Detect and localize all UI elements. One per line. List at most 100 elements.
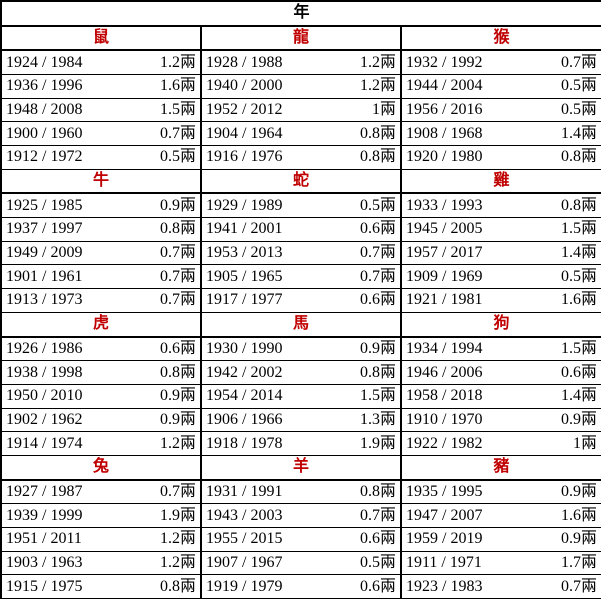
year-pair: 1901 / 1961 — [0, 264, 131, 290]
animal-name: 雞 — [399, 168, 601, 195]
animal-row: 牛蛇雞 — [0, 168, 601, 195]
animal-name: 猴 — [399, 25, 601, 52]
weight: 1兩 — [532, 431, 601, 456]
weight: 1.6兩 — [532, 288, 601, 313]
data-row: 1936 / 1996 1.6兩 1940 / 2000 1.2兩 1944 / 200… — [0, 74, 601, 99]
animal-name: 馬 — [200, 311, 401, 338]
weight: 0.9兩 — [331, 336, 401, 362]
weight: 0.7兩 — [131, 479, 201, 505]
animal-name: 蛇 — [200, 168, 401, 195]
year-pair: 1947 / 2007 — [400, 503, 532, 528]
year-pair: 1911 / 1971 — [400, 550, 532, 576]
animal-row: 兔羊豬 — [0, 454, 601, 481]
year-pair: 1928 / 1988 — [200, 49, 331, 76]
data-row: 1913 / 1973 0.7兩 1917 / 1977 0.6兩 1921 / 198… — [0, 288, 601, 313]
weight: 1.2兩 — [331, 49, 401, 76]
year-pair: 1943 / 2003 — [200, 503, 331, 528]
weight: 0.5兩 — [131, 145, 201, 170]
year-pair: 1957 / 2017 — [400, 240, 532, 266]
weight: 0.9兩 — [532, 479, 601, 505]
year-pair: 1919 / 1979 — [200, 574, 331, 599]
weight: 1.5兩 — [532, 336, 601, 362]
year-pair: 1958 / 2018 — [400, 383, 532, 409]
weight: 1.4兩 — [532, 383, 601, 409]
weight: 1.4兩 — [532, 121, 601, 147]
animal-name: 狗 — [399, 311, 601, 338]
year-pair: 1909 / 1969 — [400, 264, 532, 290]
weight: 0.6兩 — [331, 288, 401, 313]
year-pair: 1948 / 2008 — [0, 97, 131, 123]
year-pair: 1908 / 1968 — [400, 121, 532, 147]
data-row: 1926 / 1986 0.6兩 1930 / 1990 0.9兩 1934 / 199… — [0, 336, 601, 362]
year-pair: 1920 / 1980 — [400, 145, 532, 170]
weight: 0.7兩 — [532, 574, 601, 599]
year-pair: 1940 / 2000 — [200, 74, 331, 99]
weight: 0.7兩 — [331, 264, 401, 290]
title-row: 年 — [0, 0, 601, 27]
data-row: 1914 / 1974 1.2兩 1918 / 1978 1.9兩 1922 / 198… — [0, 431, 601, 456]
data-row: 1949 / 2009 0.7兩 1953 / 2013 0.7兩 1957 / 201… — [0, 240, 601, 266]
year-pair: 1935 / 1995 — [400, 479, 532, 505]
year-pair: 1933 / 1993 — [400, 192, 532, 219]
data-row: 1951 / 2011 1.2兩 1955 / 2015 0.6兩 1959 / 201… — [0, 526, 601, 552]
year-pair: 1931 / 1991 — [200, 479, 331, 505]
weight: 0.7兩 — [131, 288, 201, 313]
weight: 1.2兩 — [131, 550, 201, 576]
year-pair: 1934 / 1994 — [400, 336, 532, 362]
year-pair: 1926 / 1986 — [0, 336, 131, 362]
weight: 1.7兩 — [532, 550, 601, 576]
weight: 0.6兩 — [331, 217, 401, 242]
year-pair: 1917 / 1977 — [200, 288, 331, 313]
year-pair: 1951 / 2011 — [0, 526, 131, 552]
weight: 1.3兩 — [331, 407, 401, 433]
weight: 0.5兩 — [532, 97, 601, 123]
weight: 0.9兩 — [532, 407, 601, 433]
weight: 0.5兩 — [532, 74, 601, 99]
data-row: 1937 / 1997 0.8兩 1941 / 2001 0.6兩 1945 / 200… — [0, 217, 601, 242]
data-row: 1902 / 1962 0.9兩 1906 / 1966 1.3兩 1910 / 197… — [0, 407, 601, 433]
weight: 1.6兩 — [532, 503, 601, 528]
animal-name: 豬 — [399, 454, 601, 481]
year-pair: 1956 / 2016 — [400, 97, 532, 123]
weight: 1.4兩 — [532, 240, 601, 266]
year-pair: 1913 / 1973 — [0, 288, 131, 313]
weight: 1.9兩 — [131, 503, 201, 528]
year-pair: 1907 / 1967 — [200, 550, 331, 576]
data-row: 1948 / 2008 1.5兩 1952 / 2012 1兩 1956 / 2016 0… — [0, 97, 601, 123]
data-row: 1903 / 1963 1.2兩 1907 / 1967 0.5兩 1911 / 197… — [0, 550, 601, 576]
weight: 0.8兩 — [331, 360, 401, 385]
weight: 1.2兩 — [131, 49, 201, 76]
weight: 1.9兩 — [331, 431, 401, 456]
year-pair: 1921 / 1981 — [400, 288, 532, 313]
data-row: 1927 / 1987 0.7兩 1931 / 1991 0.8兩 1935 / 199… — [0, 479, 601, 505]
weight: 0.8兩 — [131, 360, 201, 385]
data-row: 1915 / 1975 0.8兩 1919 / 1979 0.6兩 1923 / 198… — [0, 574, 601, 599]
year-pair: 1900 / 1960 — [0, 121, 131, 147]
data-row: 1912 / 1972 0.5兩 1916 / 1976 0.8兩 1920 / 198… — [0, 145, 601, 170]
weight: 0.9兩 — [131, 407, 201, 433]
year-pair: 1927 / 1987 — [0, 479, 131, 505]
year-pair: 1929 / 1989 — [200, 192, 331, 219]
weight: 0.8兩 — [532, 192, 601, 219]
weight: 0.8兩 — [532, 145, 601, 170]
animal-name: 兔 — [0, 454, 201, 481]
year-pair: 1959 / 2019 — [400, 526, 532, 552]
year-pair: 1954 / 2014 — [200, 383, 331, 409]
weight: 0.5兩 — [532, 264, 601, 290]
weight: 0.6兩 — [131, 336, 201, 362]
weight: 0.9兩 — [131, 192, 201, 219]
year-pair: 1922 / 1982 — [400, 431, 532, 456]
year-pair: 1944 / 2004 — [400, 74, 532, 99]
weight: 0.7兩 — [331, 240, 401, 266]
year-pair: 1936 / 1996 — [0, 74, 131, 99]
year-pair: 1916 / 1976 — [200, 145, 331, 170]
year-pair: 1945 / 2005 — [400, 217, 532, 242]
year-pair: 1905 / 1965 — [200, 264, 331, 290]
weight: 0.9兩 — [532, 526, 601, 552]
year-pair: 1918 / 1978 — [200, 431, 331, 456]
year-pair: 1941 / 2001 — [200, 217, 331, 242]
weight: 1.2兩 — [131, 431, 201, 456]
year-pair: 1914 / 1974 — [0, 431, 131, 456]
weight: 1.5兩 — [331, 383, 401, 409]
